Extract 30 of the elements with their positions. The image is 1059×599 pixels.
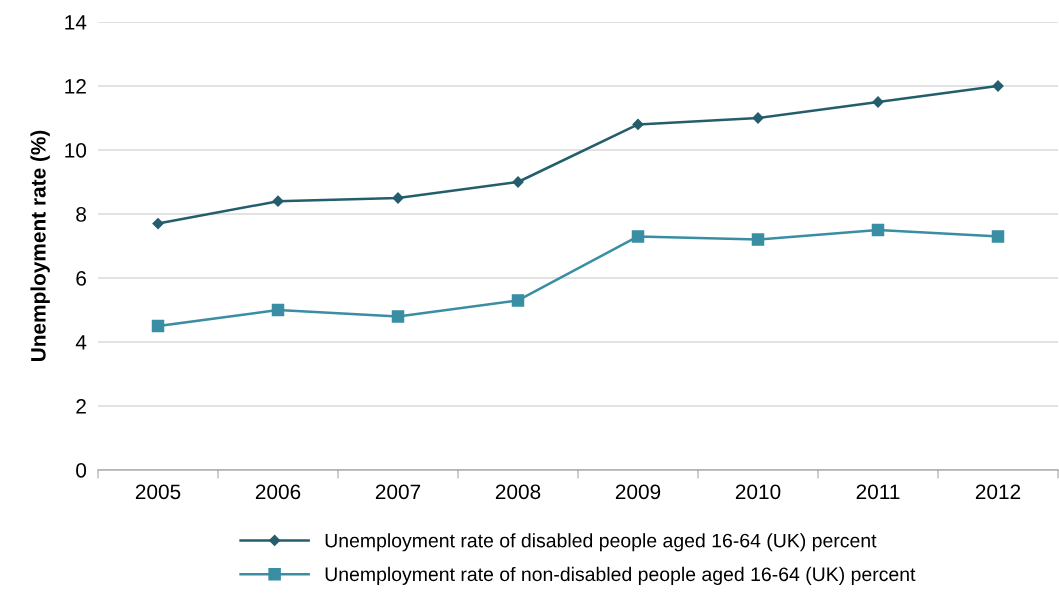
y-tick-label: 10	[65, 143, 87, 158]
legend-label: Unemployment rate of non-disabled people aged 16-64 (UK) percent	[325, 566, 916, 585]
point	[271, 303, 285, 317]
y-tick-label: 14	[65, 15, 87, 30]
x-tick-label: 2011	[856, 484, 900, 500]
y-tick-label: 4	[75, 335, 87, 350]
y-tick-label: 2	[76, 399, 86, 414]
y-axis-title: Unemployment rate (%)	[30, 130, 50, 362]
point	[511, 294, 525, 307]
x-tick-label: 2005	[135, 484, 181, 500]
point	[391, 310, 405, 323]
point	[751, 233, 765, 246]
legend-label: Unemployment rate of disabled people aged 16-64 (UK) percent	[325, 533, 877, 552]
y-tick-label: 12	[65, 79, 86, 94]
x-tick-label: 2009	[615, 484, 661, 500]
point	[151, 319, 165, 333]
point	[631, 230, 645, 243]
x-tick-label: 2010	[735, 484, 781, 500]
point	[871, 223, 885, 237]
point	[272, 195, 284, 207]
point	[152, 217, 164, 230]
y-tick-label: 0	[76, 463, 87, 478]
x-tick-label: 2012	[975, 484, 1021, 500]
x-tick-label: 2007	[375, 484, 421, 500]
point	[991, 230, 1005, 243]
x-tick-label: 2006	[255, 484, 301, 500]
y-tick-label: 8	[76, 207, 86, 222]
point	[632, 118, 644, 131]
x-tick-label: 2008	[495, 484, 541, 500]
y-tick-label: 6	[76, 271, 86, 286]
